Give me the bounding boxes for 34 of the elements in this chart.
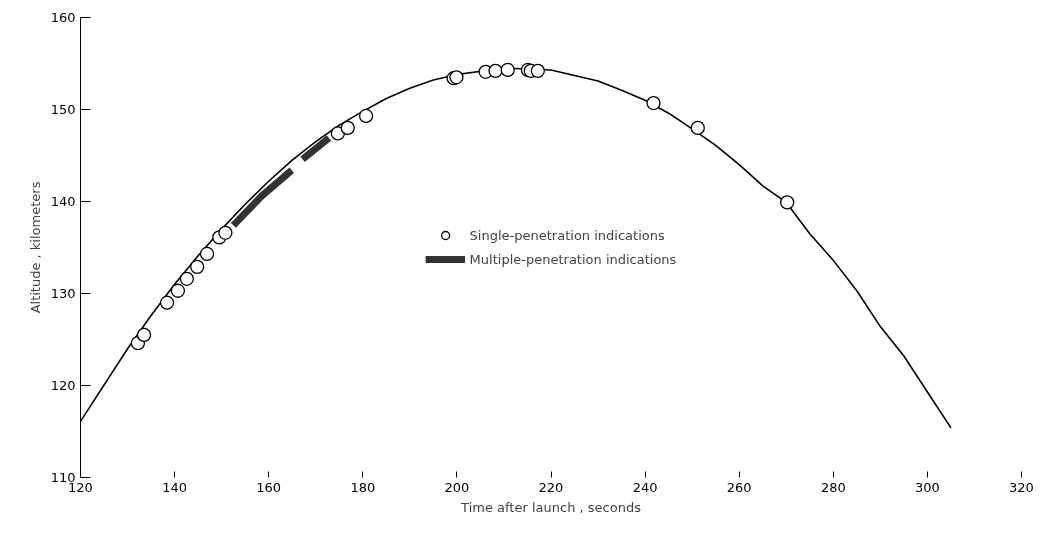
x-tick-label: 200 xyxy=(444,479,470,495)
y-tick-label: 150 xyxy=(50,102,76,117)
x-tick-label: 180 xyxy=(350,479,376,495)
point xyxy=(488,63,503,78)
y-tick-label: 130 xyxy=(50,286,76,301)
y-tick-label: 120 xyxy=(50,378,76,393)
point xyxy=(159,295,175,310)
point xyxy=(500,62,515,78)
x-tick-label: 260 xyxy=(726,479,752,495)
x-tick-label: 300 xyxy=(914,479,940,495)
y-tick-label: 140 xyxy=(50,194,76,209)
point xyxy=(646,95,661,111)
x-axis-title: Time after launch , seconds xyxy=(460,499,642,515)
legend-label: Single-penetration indications xyxy=(469,227,665,243)
point xyxy=(190,259,205,274)
x-tick-label: 240 xyxy=(632,479,658,495)
point xyxy=(179,271,194,286)
point xyxy=(170,283,186,298)
point xyxy=(780,195,795,210)
x-tick-label: 160 xyxy=(256,479,282,495)
x-tick-label: 140 xyxy=(162,479,188,495)
legend-label: Multiple-penetration indications xyxy=(469,251,677,267)
point xyxy=(690,120,705,136)
y-tick-label: 160 xyxy=(50,10,76,25)
point xyxy=(136,327,152,343)
point xyxy=(340,120,355,136)
point xyxy=(358,108,374,124)
point xyxy=(199,246,215,262)
y-axis-title: Altitude , kilometers xyxy=(27,181,43,314)
point xyxy=(530,63,545,78)
x-tick-label: 220 xyxy=(538,479,564,495)
x-tick-label: 280 xyxy=(820,479,846,495)
point xyxy=(218,225,233,240)
x-tick-label: 320 xyxy=(1009,479,1034,495)
